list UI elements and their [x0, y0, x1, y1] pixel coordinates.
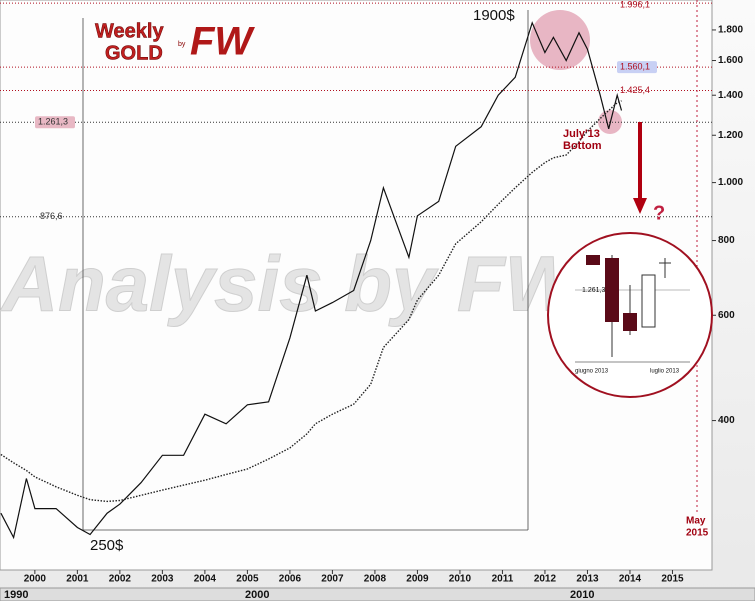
y-tick-label: 600 — [718, 310, 735, 321]
y-tick-label: 1.200 — [718, 130, 743, 141]
x-tick-label: 2011 — [492, 574, 514, 585]
inset-candle — [641, 274, 656, 328]
level-label: 1.560,1 — [620, 61, 650, 71]
annotation: May — [686, 516, 706, 527]
y-tick-label: 800 — [718, 235, 735, 246]
arrow-head — [633, 198, 647, 214]
annotation: Bottom — [563, 140, 602, 152]
y-tick-label: 1.800 — [718, 25, 743, 36]
annotation: ? — [653, 202, 665, 224]
x-tick-label: 2012 — [534, 574, 557, 585]
logo-title: Weekly — [95, 20, 164, 42]
logo-mark: FW — [190, 20, 255, 64]
decade-label: 2010 — [570, 589, 594, 601]
inset: 1.261,3 giugno 2013 luglio 2013 — [547, 232, 713, 398]
inset-candle — [605, 258, 619, 322]
inset-label: luglio 2013 — [650, 369, 680, 375]
x-tick-label: 2013 — [576, 574, 599, 585]
x-tick-label: 2014 — [619, 574, 642, 585]
x-tick-label: 2000 — [24, 574, 47, 585]
inset-candle — [586, 255, 600, 265]
decade-label: 2000 — [245, 589, 269, 601]
x-tick-label: 2007 — [321, 574, 344, 585]
annotation: 1900$ — [473, 7, 515, 24]
annotation: July'13 — [563, 128, 600, 140]
y-tick-label: 1.400 — [718, 90, 743, 101]
logo-by: by — [178, 41, 186, 48]
logo-subtitle: GOLD — [105, 42, 163, 64]
level-label: 1.261,3 — [38, 117, 68, 127]
level-label: 876,6 — [40, 211, 63, 221]
watermark: Analysis by FW — [0, 240, 585, 328]
decade-bar — [0, 587, 755, 601]
level-badge — [35, 116, 75, 129]
x-tick-label: 2001 — [66, 574, 89, 585]
x-tick-label: 2006 — [279, 574, 302, 585]
x-tick-label: 2009 — [406, 574, 429, 585]
level-badge — [617, 61, 657, 74]
x-tick-label: 2003 — [151, 574, 174, 585]
y-tick-label: 1.000 — [718, 177, 743, 188]
x-tick-label: 2015 — [661, 574, 684, 585]
inset-candle — [623, 313, 637, 331]
x-tick-label: 2005 — [236, 574, 259, 585]
decade-label: 1990 — [4, 589, 28, 601]
annotation: 2015 — [686, 528, 709, 539]
annotation: 250$ — [90, 537, 124, 554]
x-tick-label: 2008 — [364, 574, 387, 585]
moving-average — [0, 100, 622, 503]
level-label: 1.425,4 — [620, 85, 650, 95]
price-line — [0, 21, 623, 540]
highlight — [530, 10, 590, 70]
y-tick-label: 400 — [718, 415, 735, 426]
x-tick-label: 2002 — [109, 574, 132, 585]
y-tick-label: 1.600 — [718, 55, 743, 66]
x-tick-label: 2010 — [449, 574, 472, 585]
inset-label: 1.261,3 — [582, 287, 605, 294]
x-tick-label: 2004 — [194, 574, 217, 585]
level-label: 1.996,1 — [620, 0, 650, 9]
inset-label: giugno 2013 — [575, 369, 609, 375]
